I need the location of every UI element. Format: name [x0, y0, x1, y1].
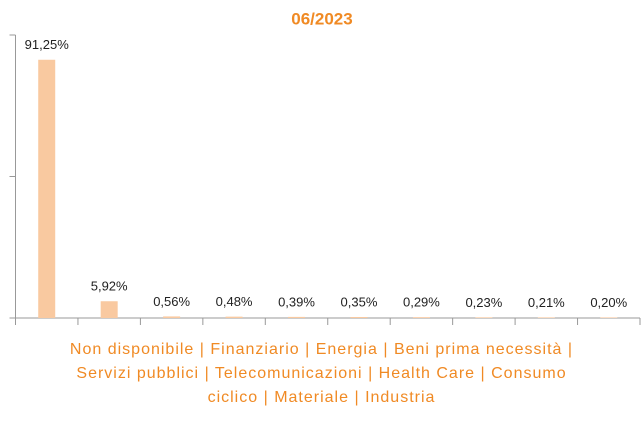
category-label: Materiale [264, 389, 349, 406]
bar [475, 317, 493, 318]
bar [100, 301, 118, 318]
category-label: Beni prima necessità [383, 341, 562, 358]
bar [412, 317, 430, 318]
value-label: 0,29% [403, 295, 440, 310]
category-list: Non disponibile Finanziario Energia Beni… [50, 338, 593, 410]
value-label: 0,20% [590, 295, 627, 310]
bar [163, 316, 181, 318]
chart-title: 06/2023 [291, 9, 352, 28]
bar [225, 316, 243, 318]
value-label: 0,48% [216, 294, 253, 309]
category-label: Industria [354, 389, 435, 406]
chart: 06/2023 91,25% 5,92% 0,56% 0,48% 0,39% 0,35% 0… [9, 9, 641, 325]
value-label: 0,56% [153, 294, 190, 309]
category-label: Energia [305, 341, 378, 358]
bar [38, 59, 56, 318]
value-label: 0,21% [528, 295, 565, 310]
value-label: 91,25% [25, 37, 70, 52]
category-label: Non disponibile [69, 341, 195, 358]
bar [537, 317, 555, 318]
value-label: 0,35% [341, 294, 378, 309]
category-label: Finanziario [200, 341, 300, 358]
value-label: 0,39% [278, 294, 315, 309]
bar [350, 317, 368, 318]
value-label: 0,23% [465, 295, 502, 310]
bar [600, 317, 618, 318]
category-label: Health Care [368, 365, 475, 382]
bar [288, 316, 306, 318]
category-label: Telecomunicazioni [205, 365, 363, 382]
value-label: 5,92% [91, 279, 128, 294]
